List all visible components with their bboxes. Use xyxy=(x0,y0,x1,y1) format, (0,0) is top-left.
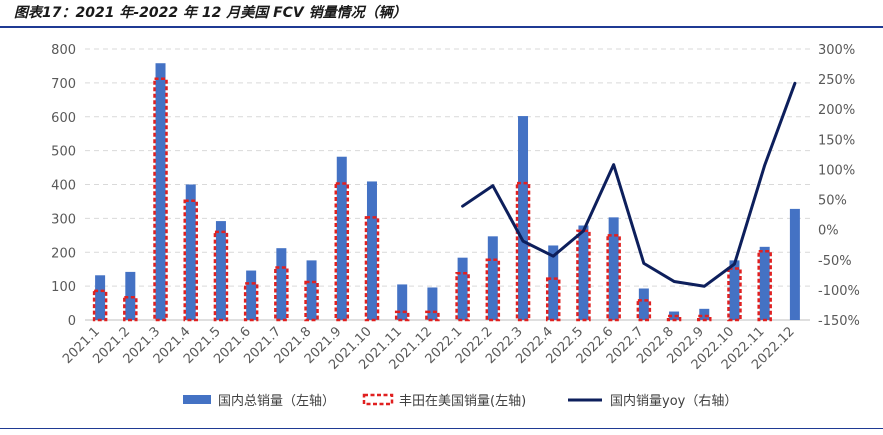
bar-total xyxy=(457,257,468,320)
bar-toyota xyxy=(364,216,380,322)
y-left-tick-label: 800 xyxy=(51,43,76,58)
bar-total xyxy=(366,181,377,320)
y-right-tick-label: 150% xyxy=(818,133,855,148)
legend-swatch-total xyxy=(183,395,211,404)
bar-total xyxy=(759,246,770,320)
y-right-tick-label: 200% xyxy=(818,103,855,118)
y-right-tick-label: -150% xyxy=(818,314,860,329)
bar-toyota xyxy=(394,310,410,322)
y-right-tick-label: -50% xyxy=(818,254,852,269)
bar-total xyxy=(306,260,317,320)
bar-toyota xyxy=(334,182,350,322)
y-right-tick-label: 300% xyxy=(818,43,855,58)
legend-label-yoy: 国内销量yoy（右轴） xyxy=(610,393,737,409)
bar-toyota xyxy=(243,282,259,322)
bar-toyota xyxy=(757,249,772,322)
bar-total xyxy=(608,217,619,320)
bar-toyota xyxy=(727,267,742,322)
legend-label-toyota: 丰田在美国销量(左轴) xyxy=(399,394,526,409)
bar-toyota xyxy=(666,314,682,322)
bar-toyota xyxy=(455,272,470,322)
bar-toyota xyxy=(153,77,168,322)
bar-toyota xyxy=(425,310,440,322)
figure-title: 图表17：2021 年-2022 年 12 月美国 FCV 销量情况（辆） xyxy=(14,5,407,21)
y-left-tick-label: 400 xyxy=(51,179,76,194)
bar-toyota xyxy=(697,314,712,322)
bar-total xyxy=(397,284,408,320)
bar-total xyxy=(185,184,196,320)
bar-total xyxy=(215,221,226,320)
y-right-tick-label: 0% xyxy=(818,224,839,239)
bar-toyota xyxy=(485,258,501,322)
y-right-tick-label: -100% xyxy=(818,284,860,299)
bar-total xyxy=(638,288,649,320)
y-left-tick-label: 300 xyxy=(51,212,76,227)
line-yoy xyxy=(461,81,797,288)
bar-toyota xyxy=(545,277,561,322)
bar-total xyxy=(155,63,166,320)
bar-total xyxy=(487,236,498,320)
bar-total xyxy=(729,260,740,320)
bottom-divider xyxy=(0,428,883,429)
bar-total xyxy=(125,271,136,320)
bar-toyota xyxy=(183,199,198,322)
y-left-tick-label: 200 xyxy=(51,246,76,261)
bar-toyota xyxy=(515,181,531,322)
legend-swatch-toyota xyxy=(362,393,394,406)
bar-total xyxy=(427,287,438,320)
y-right-tick-label: 50% xyxy=(818,194,847,209)
bar-total xyxy=(95,275,106,320)
y-right-tick-label: 250% xyxy=(818,73,855,88)
bar-total xyxy=(789,208,800,320)
bar-toyota xyxy=(576,229,591,322)
legend-label-total: 国内总销量（左轴） xyxy=(218,393,335,409)
y-right-tick-label: 100% xyxy=(818,163,855,178)
bar-total xyxy=(548,245,559,320)
title-divider xyxy=(0,26,883,28)
bar-total xyxy=(578,225,589,320)
y-left-tick-label: 0 xyxy=(68,314,76,329)
bar-total xyxy=(518,116,529,320)
bar-toyota xyxy=(636,299,652,322)
bar-total xyxy=(669,311,680,320)
bar-toyota xyxy=(213,230,229,322)
bar-total xyxy=(336,156,347,320)
bar-toyota xyxy=(606,234,621,322)
bar-total xyxy=(246,270,257,320)
y-left-tick-label: 500 xyxy=(51,145,76,160)
y-left-tick-label: 700 xyxy=(51,77,76,92)
bar-toyota xyxy=(123,296,138,322)
y-left-tick-label: 100 xyxy=(51,280,76,295)
bar-toyota xyxy=(92,289,108,322)
bar-total xyxy=(276,248,287,320)
bar-total xyxy=(699,308,710,320)
bar-toyota xyxy=(304,280,319,322)
y-left-tick-label: 600 xyxy=(51,111,76,126)
